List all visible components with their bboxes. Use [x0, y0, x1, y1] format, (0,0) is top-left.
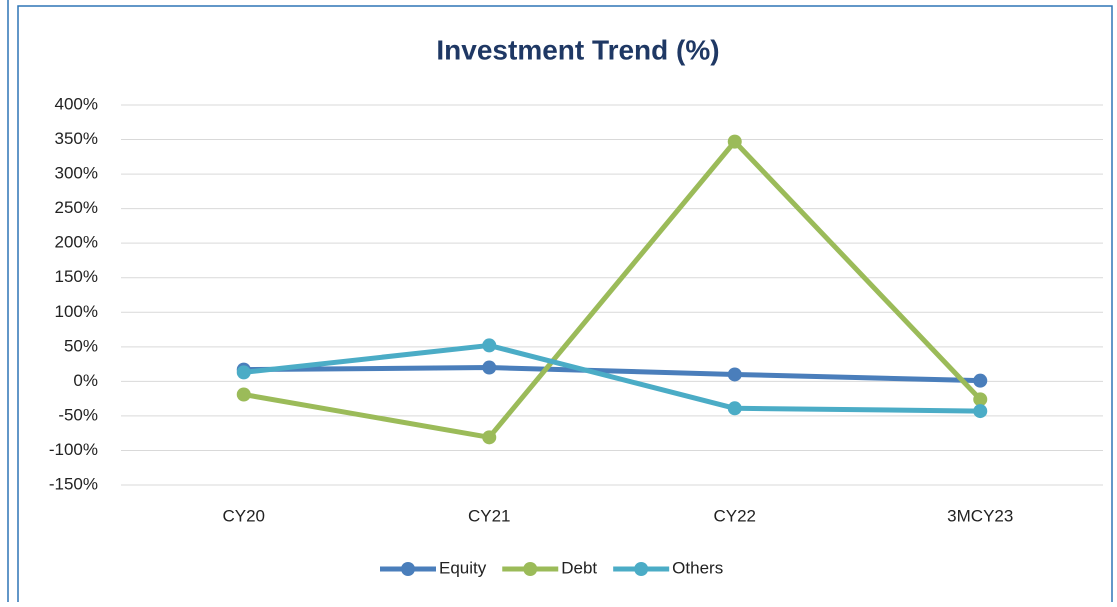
legend-label: Equity — [439, 558, 487, 577]
data-point — [482, 338, 497, 353]
series-line — [243, 342, 981, 414]
y-tick-label: 300% — [55, 164, 98, 183]
data-point — [973, 404, 988, 419]
y-tick-label: 50% — [64, 336, 98, 355]
chart-title: Investment Trend (%) — [436, 34, 719, 65]
x-tick-label: CY21 — [468, 506, 511, 525]
legend-label: Others — [672, 558, 723, 577]
x-tick-label: CY20 — [222, 506, 265, 525]
y-tick-label: -100% — [49, 440, 98, 459]
y-tick-label: 400% — [55, 94, 98, 113]
data-point — [727, 367, 742, 382]
y-tick-label: -50% — [58, 405, 98, 424]
y-tick-label: 250% — [55, 198, 98, 217]
y-tick-label: 200% — [55, 233, 98, 252]
data-point — [482, 360, 497, 375]
y-tick-label: 150% — [55, 267, 98, 286]
legend-marker — [634, 562, 649, 576]
data-point — [727, 134, 742, 149]
x-tick-label: 3MCY23 — [947, 506, 1013, 525]
series-line — [243, 365, 981, 384]
data-point — [482, 430, 497, 445]
legend-marker — [401, 562, 415, 576]
data-point — [236, 365, 251, 380]
y-tick-label: 350% — [55, 129, 98, 148]
chart-frame — [17, 5, 1113, 607]
data-point — [973, 392, 988, 407]
series-line — [243, 139, 983, 440]
x-tick-label: CY22 — [713, 506, 756, 525]
y-tick-label: -150% — [49, 474, 98, 493]
data-point — [727, 401, 742, 416]
legend-label: Debt — [561, 558, 597, 577]
legend-marker — [523, 562, 538, 576]
data-point — [236, 387, 251, 402]
y-tick-label: 0% — [73, 371, 98, 390]
y-tick-label: 100% — [55, 302, 98, 321]
data-point — [973, 373, 988, 388]
